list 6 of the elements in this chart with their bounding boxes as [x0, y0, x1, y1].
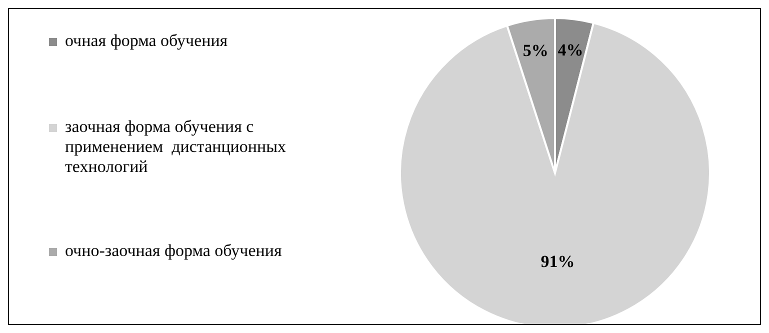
legend-label: заочная форма обучения с применением дистанционных технологий	[65, 117, 288, 177]
data-label: 4%	[558, 40, 584, 60]
data-label: 91%	[540, 252, 575, 271]
legend-label: очно-заочная форма обучения	[65, 241, 282, 261]
data-label: 5%	[522, 41, 548, 60]
legend-label: очная форма обучения	[65, 31, 228, 51]
